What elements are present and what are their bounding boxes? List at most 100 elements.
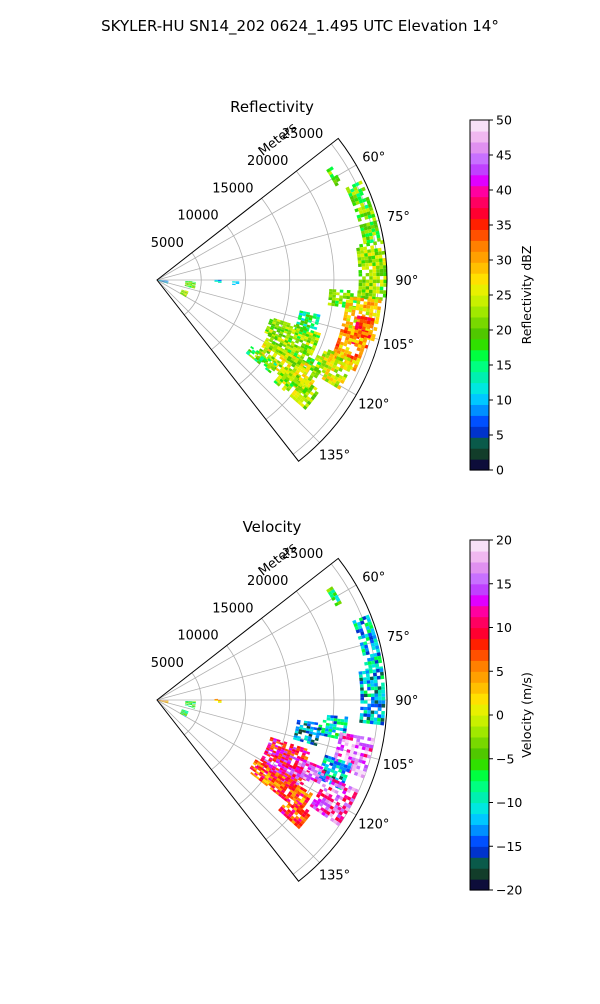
azimuth-tick-label: 105° <box>383 338 414 353</box>
echo-cell <box>380 290 384 294</box>
colorbar-segment <box>470 240 489 252</box>
echo-cell <box>357 257 361 261</box>
colorbar-segment <box>470 295 489 307</box>
azimuth-tick-label: 75° <box>387 210 410 225</box>
echo-cell <box>192 707 196 708</box>
echo-field <box>158 166 387 410</box>
colorbar-segment <box>470 273 489 285</box>
colorbar-tick-label: 15 <box>496 358 512 373</box>
echo-cell <box>369 276 373 279</box>
echo-cell <box>368 664 372 668</box>
echo-cell <box>367 710 371 714</box>
echo-cell <box>373 269 377 273</box>
echo-cell <box>327 718 331 721</box>
colorbar-segment <box>470 792 489 804</box>
echo-cell <box>367 704 371 707</box>
azimuth-tick-label: 60° <box>362 151 385 166</box>
echo-cell <box>364 250 368 254</box>
colorbar-segment <box>470 426 489 438</box>
echo-cell <box>374 686 378 690</box>
echo-cell <box>372 266 376 270</box>
echo-cell <box>378 704 382 708</box>
echo-cell <box>357 298 361 302</box>
echo-cell <box>359 280 363 283</box>
colorbar-segment <box>470 372 489 384</box>
echo-cell <box>356 248 360 252</box>
echo-cell <box>329 289 333 292</box>
echo-cell <box>375 663 379 667</box>
echo-cell <box>374 306 378 310</box>
echo-cell <box>367 737 371 741</box>
echo-cell <box>218 280 222 281</box>
echo-cell <box>362 286 366 289</box>
colorbar-segment <box>470 131 489 143</box>
echo-field <box>158 586 385 829</box>
colorbar-segment <box>470 540 489 552</box>
echo-cell <box>376 234 380 238</box>
echo-cell <box>380 722 384 726</box>
echo-cell <box>364 707 368 710</box>
colorbar-segment <box>470 251 489 263</box>
echo-cell <box>343 293 347 296</box>
echo-cell <box>373 283 377 286</box>
echo-cell <box>366 677 370 681</box>
echo-cell <box>373 280 377 283</box>
radial-tick-label: 10000 <box>177 209 218 224</box>
colorbar-segment <box>470 284 489 296</box>
echo-cell <box>362 267 366 270</box>
echo-cell <box>374 302 378 306</box>
echo-cell <box>344 719 348 722</box>
echo-cell <box>366 286 370 289</box>
colorbar-tick-label: 0 <box>496 463 504 478</box>
echo-cell <box>373 676 377 680</box>
colorbar-segment <box>470 693 489 705</box>
echo-cell <box>360 700 364 703</box>
echo-cell <box>360 697 364 700</box>
echo-cell <box>339 298 343 301</box>
echo-region-0 <box>326 586 342 606</box>
colorbar-segment <box>470 186 489 198</box>
echo-cell <box>333 721 337 724</box>
echo-cell <box>352 306 356 310</box>
echo-cell <box>363 720 367 724</box>
echo-cell <box>370 302 374 306</box>
echo-cell <box>380 287 384 291</box>
echo-cell <box>364 694 368 697</box>
echo-cell <box>345 305 349 308</box>
echo-cell <box>366 312 370 316</box>
echo-cell <box>350 297 354 300</box>
echo-cell <box>371 694 375 697</box>
echo-cell <box>339 728 343 731</box>
echo-cell <box>360 707 364 710</box>
colorbar-segment <box>470 153 489 165</box>
echo-cell <box>359 311 363 315</box>
echo-cell <box>332 727 336 730</box>
echo-cell <box>376 669 380 673</box>
echo-cell <box>373 653 377 657</box>
echo-cell <box>342 304 346 307</box>
echo-cell <box>374 711 378 715</box>
echo-cell <box>378 693 382 697</box>
echo-cell <box>378 251 382 255</box>
echo-cell <box>236 281 240 282</box>
echo-region-15 <box>180 709 189 717</box>
echo-cell <box>375 252 379 256</box>
echo-cell <box>366 273 370 276</box>
echo-cell <box>359 244 363 248</box>
echo-cell <box>328 303 332 306</box>
echo-cell <box>332 295 336 298</box>
echo-cell <box>342 301 346 304</box>
echo-cell <box>360 713 364 716</box>
echo-cell <box>374 690 378 694</box>
colorbar-segment <box>470 584 489 596</box>
colorbar-segment <box>470 704 489 716</box>
colorbar-segment <box>470 208 489 220</box>
echo-cell <box>365 260 369 264</box>
echo-cell <box>370 741 374 745</box>
echo-cell <box>362 671 366 675</box>
echo-cell <box>329 294 333 297</box>
echo-cell <box>378 686 382 690</box>
echo-cell <box>332 292 336 295</box>
echo-cell <box>370 657 374 661</box>
